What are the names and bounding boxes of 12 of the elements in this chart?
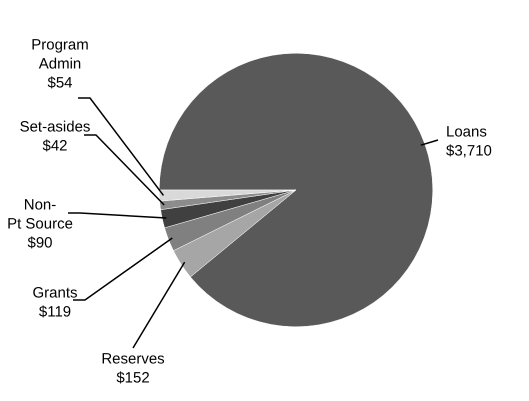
slice-label: Non-Pt Source (7, 196, 73, 233)
data-label: $42 (42, 138, 68, 155)
slice-label: Program Admin (31, 36, 89, 73)
data-label: $54 (47, 74, 73, 92)
slice-label: Loans (446, 124, 487, 141)
data-label: $152 (116, 370, 150, 387)
slice-label: Reserves (101, 350, 165, 368)
slice-label: Grants (32, 284, 78, 302)
slice-label: Set-asides (20, 118, 90, 136)
data-label: $119 (38, 304, 72, 321)
data-label: $90 (27, 234, 53, 252)
data-label: $3,710 (446, 142, 492, 160)
